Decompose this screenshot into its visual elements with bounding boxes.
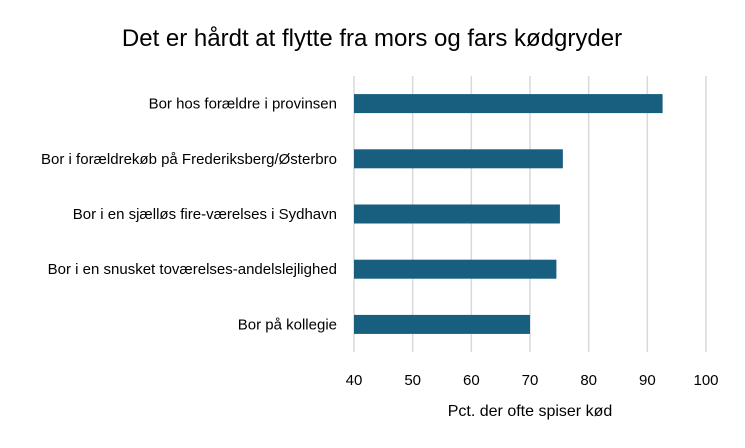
bar xyxy=(354,204,560,224)
category-label: Bor hos forældre i provinsen xyxy=(149,96,337,113)
bar xyxy=(354,149,563,169)
category-labels: Bor hos forældre i provinsen Bor i foræld… xyxy=(41,96,337,334)
x-tick-label: 40 xyxy=(346,372,363,389)
chart-title: Det er hårdt at flytte fra mors og fars … xyxy=(122,25,622,52)
x-tick-label: 100 xyxy=(693,372,718,389)
bar xyxy=(354,94,663,114)
bar xyxy=(354,259,557,279)
x-tick-labels: 40 50 60 70 80 90 100 xyxy=(346,372,719,389)
x-tick-label: 60 xyxy=(463,372,480,389)
x-tick-label: 70 xyxy=(522,372,539,389)
bars xyxy=(354,94,663,334)
category-label: Bor i en sjælløs fire-værelses i Sydhavn xyxy=(73,206,337,223)
x-tick-label: 90 xyxy=(639,372,656,389)
x-tick-label: 50 xyxy=(404,372,421,389)
category-label: Bor på kollegie xyxy=(238,316,337,333)
x-tick-label: 80 xyxy=(580,372,597,389)
x-axis-label: Pct. der ofte spiser kød xyxy=(448,403,613,420)
category-label: Bor i en snusket toværelses-andelslejlig… xyxy=(48,261,337,278)
bar xyxy=(354,314,530,334)
category-label: Bor i forældrekøb på Frederiksberg/Øster… xyxy=(41,151,337,168)
